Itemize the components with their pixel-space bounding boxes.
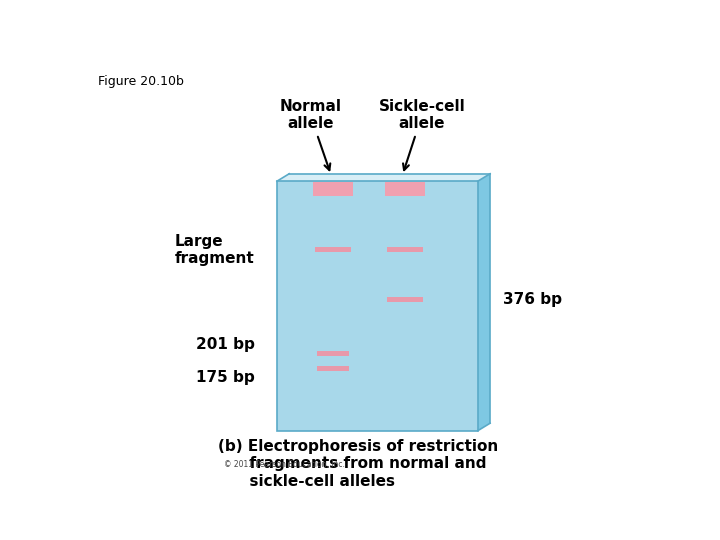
Bar (312, 183, 353, 196)
Text: 376 bp: 376 bp (503, 292, 562, 307)
Bar (387, 247, 423, 252)
Text: © 2011 Pearson Education, Inc.: © 2011 Pearson Education, Inc. (224, 460, 345, 469)
Text: 175 bp: 175 bp (196, 370, 255, 386)
Bar (387, 297, 423, 302)
Bar (317, 366, 349, 371)
Text: Large
fragment: Large fragment (175, 234, 255, 266)
Polygon shape (478, 174, 490, 431)
Text: (b) Electrophoresis of restriction
      fragments from normal and
      sickle-: (b) Electrophoresis of restriction fragm… (217, 439, 498, 489)
Text: Sickle-cell
allele: Sickle-cell allele (379, 99, 465, 170)
Text: 201 bp: 201 bp (196, 337, 255, 352)
Text: Normal
allele: Normal allele (279, 99, 341, 170)
Bar (385, 183, 426, 196)
Bar (277, 181, 478, 431)
Bar (317, 352, 349, 356)
Bar (315, 247, 351, 252)
Polygon shape (277, 174, 490, 181)
Text: Figure 20.10b: Figure 20.10b (99, 75, 184, 88)
